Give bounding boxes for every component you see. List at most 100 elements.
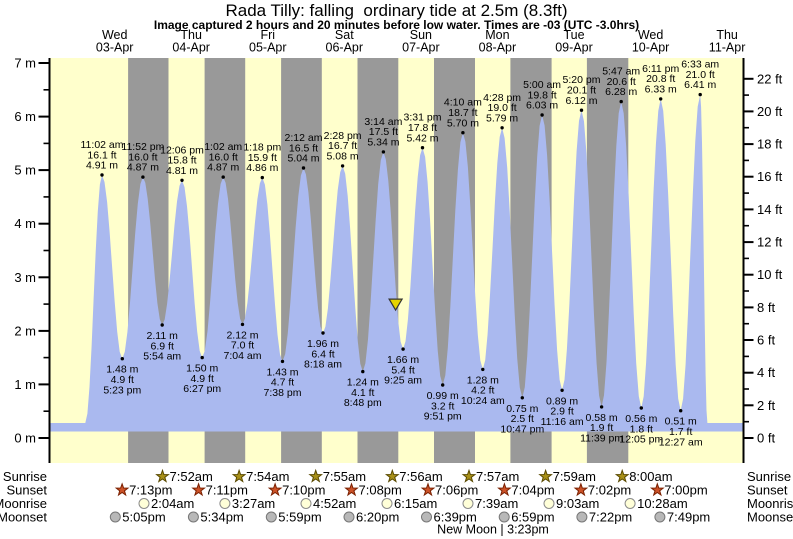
- right-axis-label: 20 ft: [757, 104, 783, 119]
- low-tide-label: 4.7 ft: [271, 377, 294, 389]
- high-tide-label: 11:02 am: [81, 139, 124, 151]
- low-tide-label: 0.51 m: [665, 416, 697, 428]
- high-tide-label: 20.8 ft: [646, 73, 675, 85]
- current-tide-marker: [388, 298, 404, 312]
- moonset-time-label: 6:59pm: [511, 510, 554, 525]
- high-tide-label: 6:33 am: [681, 59, 719, 71]
- tide-point: [698, 92, 702, 97]
- sunset-time-label: 7:08pm: [359, 483, 402, 498]
- sunrise-time-label: 7:52am: [170, 469, 213, 484]
- tide-point: [420, 146, 425, 150]
- tide-point: [160, 323, 164, 327]
- day-date-label: 06-Apr: [326, 41, 364, 55]
- sunset-time-label: 7:13pm: [129, 483, 172, 498]
- high-tide-label: 1:02 am: [204, 141, 242, 153]
- tide-point: [340, 164, 345, 168]
- high-tide-label: 17.8 ft: [408, 122, 437, 134]
- moonset-circle-icon: [109, 511, 121, 523]
- low-tide-label: 8:18 am: [304, 359, 342, 371]
- tide-point: [361, 369, 365, 374]
- high-tide-label: 16.7 ft: [328, 140, 357, 152]
- high-tide-label: 4.87 m: [127, 162, 159, 174]
- astro-row-label-right: Moonrise: [747, 496, 793, 511]
- moonset-time-label: 5:05pm: [122, 510, 165, 525]
- high-tide-label: 16.0 ft: [209, 151, 238, 163]
- high-tide-label: 3:14 am: [364, 116, 402, 128]
- low-tide-label: 10:47 pm: [500, 423, 544, 435]
- sunset-star-icon: [114, 482, 130, 497]
- moonset-time-label: 6:39pm: [434, 510, 477, 525]
- low-tide-label: 10:24 am: [461, 395, 505, 407]
- low-tide-label: 0.99 m: [427, 390, 459, 402]
- low-tide-label: 7.0 ft: [231, 340, 254, 352]
- low-tide-label: 5.4 ft: [391, 364, 414, 376]
- right-axis-label: 0 ft: [757, 431, 775, 446]
- day-weekday-label: Thu: [716, 28, 738, 42]
- high-tide-label: 15.8 ft: [167, 155, 196, 167]
- high-tide-label: 4.86 m: [246, 162, 278, 174]
- tide-point: [141, 175, 145, 179]
- high-tide-label: 1:18 pm: [243, 142, 281, 154]
- right-axis-label: 22 ft: [757, 71, 783, 86]
- tide-point: [639, 406, 643, 410]
- high-tide-label: 3:31 pm: [404, 112, 442, 124]
- right-axis-label: 4 ft: [757, 365, 775, 380]
- high-tide-label: 5.42 m: [406, 132, 438, 144]
- tide-point: [500, 126, 504, 130]
- high-tide-label: 6.03 m: [526, 100, 558, 112]
- astro-row-label-right: Moonset: [747, 510, 793, 525]
- low-tide-label: 1.24 m: [347, 377, 379, 389]
- high-tide-label: 16.0 ft: [128, 151, 157, 163]
- low-tide-label: 9:25 am: [384, 375, 422, 387]
- low-tide-label: 0.56 m: [625, 413, 657, 425]
- high-tide-label: 5:00 am: [523, 79, 561, 91]
- sunset-time-label: 7:00pm: [664, 483, 707, 498]
- moonset-time-label: 5:34pm: [200, 510, 243, 525]
- high-tide-label: 21.0 ft: [686, 69, 715, 81]
- left-axis-label: 2 m: [14, 323, 36, 338]
- tide-point: [461, 131, 465, 135]
- day-weekday-label: Wed: [638, 28, 664, 42]
- left-axis-label: 5 m: [14, 163, 36, 178]
- left-axis-label: 3 m: [14, 270, 36, 285]
- right-axis-label: 2 ft: [757, 398, 775, 413]
- tide-point: [599, 405, 604, 409]
- plot-area: [49, 58, 744, 463]
- day-date-label: 05-Apr: [249, 41, 287, 55]
- high-tide-label: 4.91 m: [86, 160, 118, 172]
- day-weekday-label: Fri: [261, 28, 276, 42]
- sunset-star-icon: [420, 482, 436, 497]
- day-weekday-label: Sun: [410, 28, 432, 42]
- moonrise-circle-icon: [624, 498, 636, 509]
- moonset-circle-icon: [187, 511, 199, 523]
- high-tide-label: 2:12 am: [285, 132, 323, 144]
- low-tide-label: 1.28 m: [467, 374, 499, 386]
- moonrise-circle-icon: [219, 498, 231, 509]
- low-tide-label: 1.48 m: [106, 364, 138, 376]
- moon-phase-label: New Moon | 3:23pm: [437, 523, 549, 537]
- right-axis-label: 6 ft: [757, 333, 775, 348]
- moonrise-time-label: 9:03am: [556, 496, 599, 511]
- low-tide-label: 2.11 m: [147, 330, 179, 342]
- day-date-label: 03-Apr: [96, 41, 134, 55]
- right-axis-label: 12 ft: [757, 235, 783, 250]
- astro-row-label-left: Sunset: [7, 483, 48, 498]
- day-weekday-label: Thu: [180, 28, 202, 42]
- moonrise-time-label: 6:15am: [394, 496, 437, 511]
- tide-point: [540, 113, 544, 117]
- moonset-time-label: 7:49pm: [667, 510, 710, 525]
- moonrise-circle-icon: [138, 498, 150, 509]
- left-axis-label: 7 m: [14, 56, 36, 71]
- astro-row-label-right: Sunset: [747, 483, 788, 498]
- high-tide-label: 19.0 ft: [487, 102, 516, 114]
- day-date-label: 08-Apr: [479, 41, 517, 55]
- low-tide-label: 8:48 pm: [344, 397, 382, 409]
- high-tide-label: 5.08 m: [327, 151, 359, 163]
- day-weekday-label: Mon: [485, 28, 509, 42]
- tide-point: [401, 347, 405, 351]
- low-tide-label: 2.5 ft: [511, 413, 534, 425]
- sunset-time-label: 7:04pm: [511, 483, 554, 498]
